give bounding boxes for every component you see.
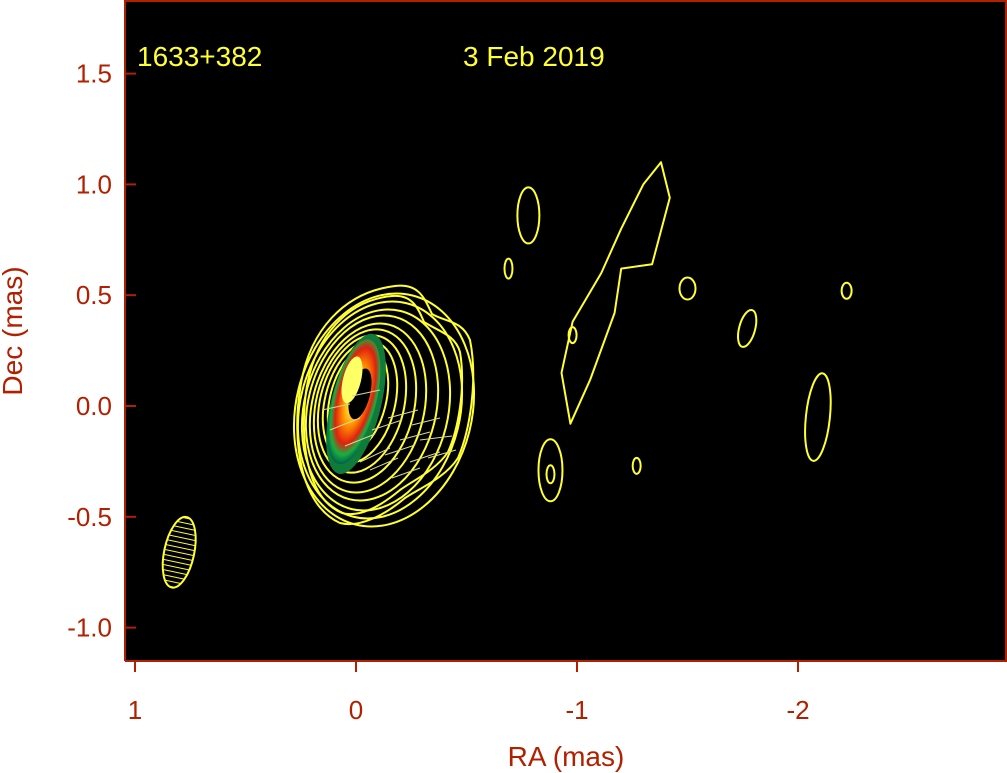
source-label: 1633+382 — [137, 41, 262, 72]
polarization-vector — [399, 431, 431, 441]
polarization-vector — [371, 419, 403, 431]
contour-island — [567, 326, 578, 345]
core-contour — [292, 292, 476, 528]
polarization-vector — [329, 417, 361, 431]
date-label: 3 Feb 2019 — [463, 41, 605, 72]
polarization-vector — [409, 451, 441, 463]
polarization-vector — [391, 467, 421, 479]
core-contour — [312, 328, 418, 484]
core-contour — [308, 322, 428, 494]
y-tick-label: -0.5 — [67, 502, 112, 532]
polarization-vector — [411, 417, 441, 426]
plot-background — [125, 0, 1007, 661]
polarization-vector — [344, 433, 376, 447]
polarization-vector — [384, 444, 416, 456]
core-contour — [296, 300, 464, 520]
polarization-vector — [387, 409, 419, 419]
y-tick-label: 1.5 — [76, 59, 112, 89]
contour-island — [840, 281, 853, 300]
contour-islands — [161, 161, 853, 589]
y-tick-label: 0.0 — [76, 391, 112, 421]
polarization-vector — [419, 435, 453, 441]
x-axis-ticks: 1 0 -1 -2 — [128, 661, 810, 725]
contour-island — [804, 372, 832, 462]
contour-island — [516, 186, 541, 245]
contour-island — [503, 257, 514, 280]
beam-ellipse — [161, 515, 197, 589]
x-tick-label: 0 — [349, 695, 363, 725]
y-tick-label: 1.0 — [76, 169, 112, 199]
polarization-vector — [427, 449, 457, 459]
core-contour — [296, 284, 475, 526]
y-axis-ticks: 1.5 1.0 0.5 0.0 -0.5 -1.0 — [67, 59, 136, 643]
plot-frame — [124, 0, 1007, 662]
polarization-vector — [321, 403, 351, 411]
contour-island — [631, 456, 642, 475]
contour-island — [545, 464, 556, 485]
image-layer — [292, 284, 476, 528]
core-contour — [300, 308, 452, 512]
y-tick-label: -1.0 — [67, 613, 112, 643]
y-tick-label: 0.5 — [76, 280, 112, 310]
y-axis-title: Dec (mas) — [0, 266, 28, 395]
core-contour — [304, 314, 440, 502]
core-image-peak — [341, 356, 363, 404]
polarization-vector — [359, 447, 391, 463]
x-tick-label: -2 — [786, 695, 809, 725]
contour-island — [678, 276, 697, 301]
x-tick-label: -1 — [565, 695, 588, 725]
polarization-vector — [369, 457, 399, 471]
x-tick-label: 1 — [128, 695, 142, 725]
contour-island — [737, 308, 758, 348]
jet-filament-contour — [560, 161, 671, 425]
contour-island — [537, 438, 564, 503]
polarization-vector — [351, 389, 381, 397]
x-axis-title: RA (mas) — [508, 741, 625, 772]
